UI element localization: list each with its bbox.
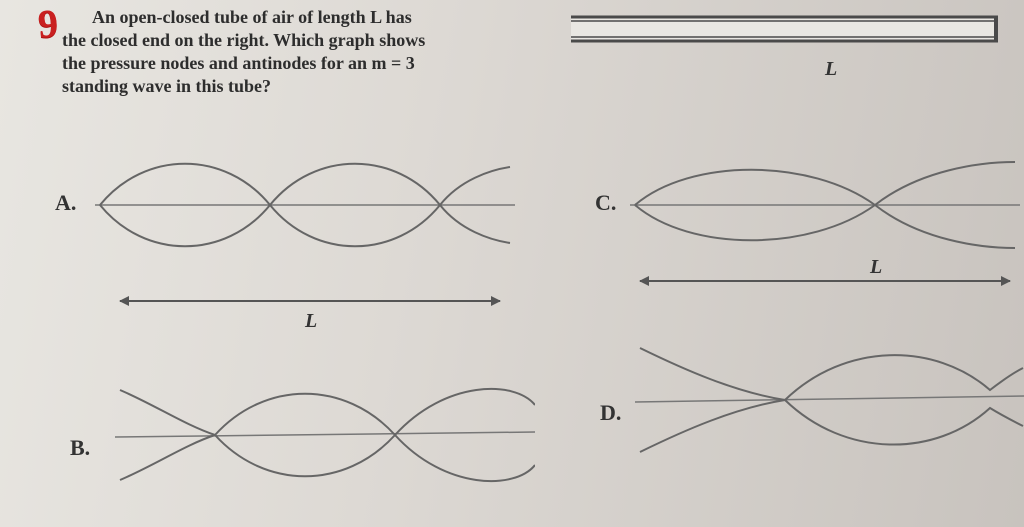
option-a-label: A.	[55, 190, 76, 216]
option-c-wave	[630, 150, 1020, 260]
question-line-3: the pressure nodes and antinodes for an …	[62, 53, 415, 73]
question-number: 9	[36, 0, 59, 48]
length-arrow-c	[640, 280, 1010, 282]
page: 9 An open-closed tube of air of length L…	[0, 0, 1024, 527]
option-b-label: B.	[70, 435, 90, 461]
question-line-1: An open-closed tube of air of length L h…	[62, 6, 502, 29]
question-line-4: standing wave in this tube?	[62, 76, 271, 96]
tube-length-label: L	[825, 58, 837, 81]
option-a-wave	[95, 145, 515, 265]
option-b-wave	[115, 370, 535, 510]
length-arrow-a-label: L	[305, 310, 317, 333]
length-arrow-a	[120, 300, 500, 302]
option-d-wave	[635, 330, 1024, 480]
length-arrow-c-label: L	[870, 256, 882, 279]
option-d-label: D.	[600, 400, 621, 426]
option-c-label: C.	[595, 190, 616, 216]
question-text: An open-closed tube of air of length L h…	[62, 6, 502, 98]
tube-diagram	[570, 14, 1000, 48]
question-line-2: the closed end on the right. Which graph…	[62, 30, 425, 50]
